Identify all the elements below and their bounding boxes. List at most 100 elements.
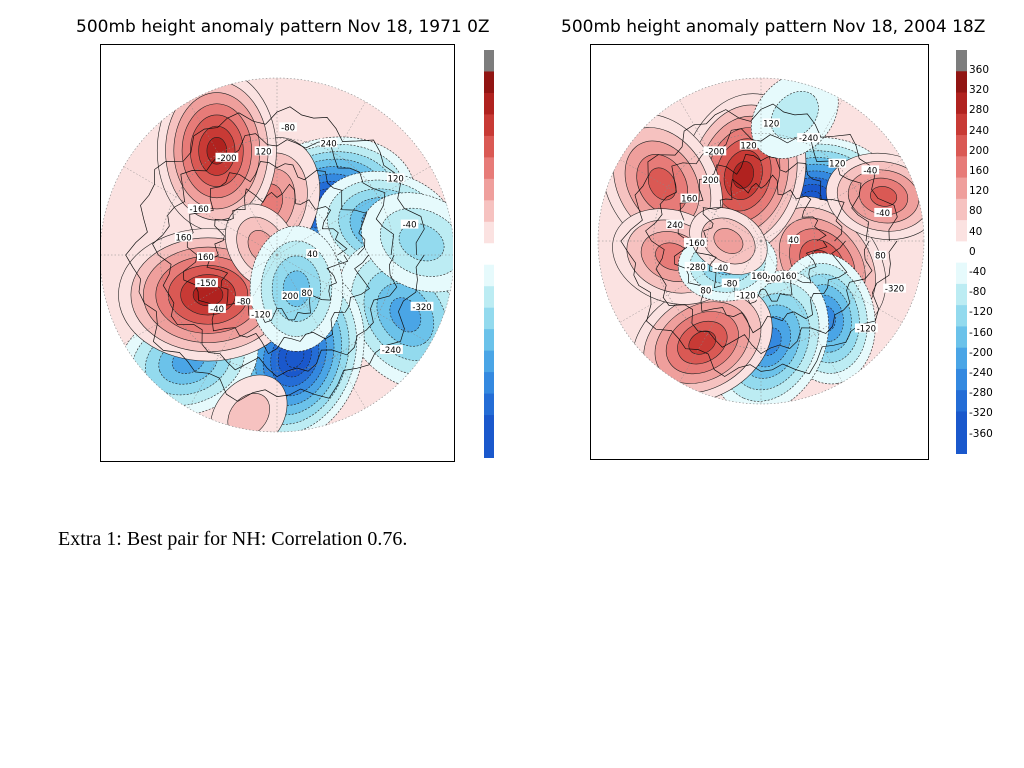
svg-text:-200: -200 [705,147,724,157]
meridian-line [760,240,903,323]
svg-text:-40: -40 [714,264,728,274]
colorbar-swatch [956,262,967,285]
colorbar-label: -280 [969,387,993,400]
colorbar-swatch [956,411,967,434]
contour-label: -120 [734,290,758,302]
svg-text:80: 80 [875,252,886,262]
meridian-line [760,99,843,242]
colorbar-swatch [956,71,967,94]
svg-text:120: 120 [388,174,404,184]
svg-text:160: 160 [780,272,796,282]
colorbar-swatch [484,372,494,395]
contour-label: 240 [666,219,684,231]
ridge-center [632,282,773,404]
meridian-line [679,99,762,242]
colorbar-swatch [956,92,967,115]
contour-label: -80 [721,278,740,290]
contour-label: 160 [680,193,699,205]
colorbar-label: -80 [969,286,987,299]
svg-text:-80: -80 [237,297,251,307]
ridge-center [210,374,288,432]
latitude-circle [653,133,869,349]
contour-label: -40 [874,207,892,219]
contour-label: -80 [279,122,297,133]
svg-text:-40: -40 [876,209,890,219]
colorbar-swatch [484,264,494,287]
contour-label: 80 [300,287,314,299]
svg-text:160: 160 [198,253,214,263]
meridian-line [188,101,278,256]
colorbar-swatch [484,350,494,373]
svg-text:-320: -320 [412,303,431,313]
colorbar-swatch [956,220,967,242]
meridian-line [123,254,278,344]
colorbar-swatch [956,156,967,179]
contour-label: 120 [828,158,847,170]
contour-label: -150 [195,278,218,289]
colorbar-swatch [484,307,494,330]
contour-ring [870,186,898,207]
contour-label: 120 [254,146,273,157]
svg-text:240: 240 [320,139,336,149]
svg-text:160: 160 [681,195,697,205]
contour-label: -40 [861,165,880,176]
colorbar-swatch [484,157,494,180]
colorbar-swatch [956,305,967,327]
colorbar-label: -240 [969,367,993,379]
colorbar-label: -320 [969,407,993,420]
colorbar-label: -160 [969,326,993,339]
svg-text:160: 160 [751,272,767,282]
map-left: 40 -40 -80 80 160 120 -120 -200 -320 -150 240 200 -1… [100,44,455,462]
contour-label: 200 [764,273,783,285]
contour-label: 40 [787,235,800,246]
colorbar-label: 320 [969,84,990,97]
contour-label: -120 [854,323,878,334]
contour-label: -200 [215,152,239,164]
colorbar-swatch [956,283,967,306]
map-title-right: 500mb height anomaly pattern Nov 18, 200… [561,17,986,37]
svg-text:40: 40 [307,250,318,260]
colorbar-swatch [484,200,494,223]
contour-label: -120 [249,309,273,321]
contour-label: 120 [386,173,405,184]
contour-label: -40 [208,303,226,315]
svg-text:-120: -120 [251,311,270,321]
colorbar-label: -40 [969,266,987,278]
meridian-line [760,240,843,383]
svg-text:-150: -150 [197,279,216,289]
colorbar-label: 360 [969,64,990,76]
colorbar-swatch [484,114,494,137]
svg-text:-120: -120 [736,292,755,302]
svg-text:120: 120 [829,160,845,170]
svg-text:-320: -320 [885,285,904,295]
colorbar-label: -360 [969,427,993,440]
contour-label: 120 [762,118,781,129]
colorbar-swatch [484,436,494,459]
caption: Extra 1: Best pair for NH: Correlation 0… [58,528,408,550]
meridian-line [619,240,762,323]
svg-text:-200: -200 [217,154,236,164]
colorbar-swatch [484,243,494,266]
contour-label: -320 [883,283,906,295]
polar-map-right: 4080120160240-40-120-200-320-280-2402001… [597,77,925,405]
colorbar-swatch [484,393,494,416]
colorbar-swatch [484,415,494,438]
contour-label: 160 [779,270,798,282]
contour-label: -160 [187,204,211,215]
colorbar-swatch [956,390,967,412]
map-boundary [597,77,925,405]
contour-label: 160 [174,232,193,244]
colorbar-label: 280 [969,104,990,117]
colorbar-swatch [484,135,494,158]
colorbar-label: -120 [969,306,993,319]
svg-text:-80: -80 [724,280,738,290]
svg-text:200: 200 [765,275,781,285]
contour-label: 80 [874,250,887,262]
contour-label: -40 [712,262,731,274]
contour-label: 240 [319,138,338,149]
contour-label: 40 [306,249,319,260]
colorbar-left [484,50,494,459]
svg-text:160: 160 [175,234,191,244]
contour-ring [647,167,677,201]
contour-label: 200 [701,175,720,186]
